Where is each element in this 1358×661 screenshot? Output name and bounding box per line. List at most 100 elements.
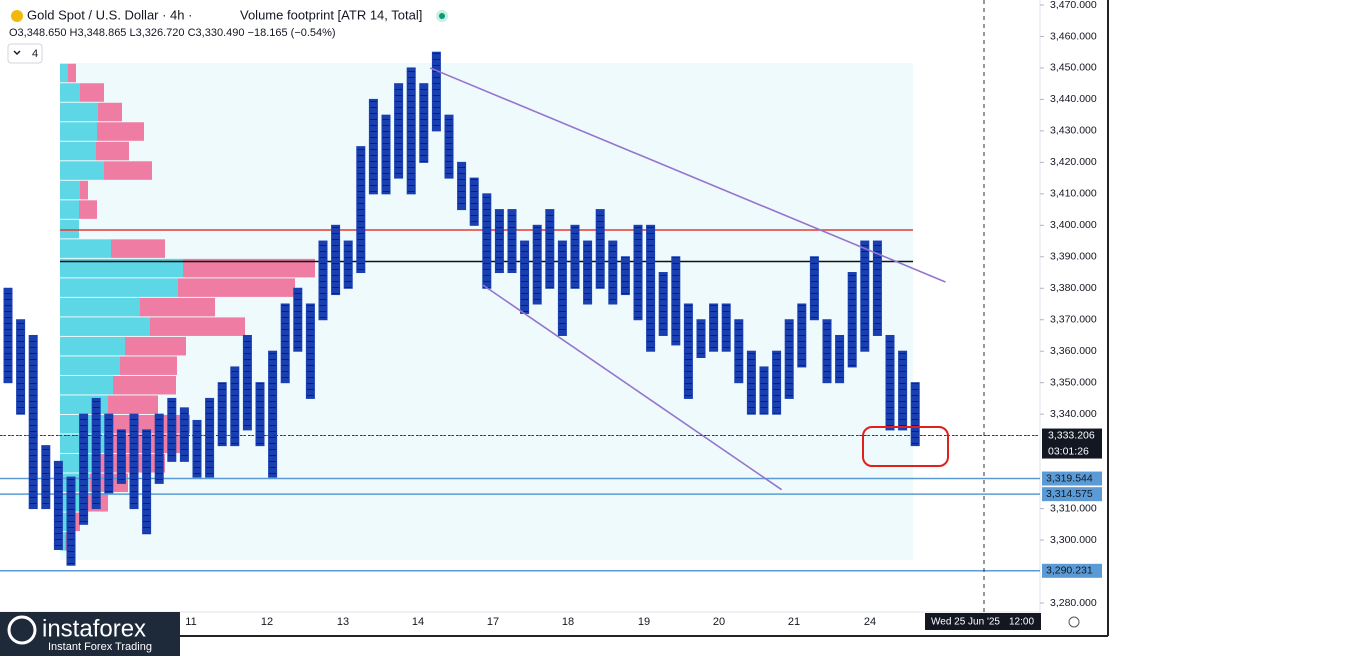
symbol-icon	[11, 10, 23, 22]
footprint-bar	[242, 334, 252, 431]
profile-buy	[60, 317, 150, 336]
y-tick-label: 3,280.000	[1050, 597, 1097, 609]
footprint-bar	[482, 193, 492, 289]
y-tick-label: 3,360.000	[1050, 345, 1097, 357]
footprint-bar	[671, 256, 681, 346]
x-tick-label: 11	[185, 616, 196, 628]
footprint-bar	[305, 303, 315, 399]
footprint-bar	[16, 319, 26, 415]
plot: 3,470.000 3,460.000 3,450.000 3,440.000 3,43…	[0, 0, 1097, 628]
profile-buy	[60, 336, 125, 356]
profile-buy	[60, 512, 70, 532]
footprint-bar	[154, 413, 164, 484]
footprint-bar	[658, 272, 668, 336]
profile-sell	[111, 239, 165, 258]
x-tick-label: 21	[788, 616, 800, 628]
footprint-bar	[772, 350, 782, 415]
footprint-bar	[79, 413, 89, 525]
profile-buy	[60, 83, 80, 102]
footprint-bar	[217, 382, 227, 447]
profile-sell	[104, 161, 152, 180]
footprint-bar	[28, 334, 38, 510]
settings-icon[interactable]	[1068, 616, 1080, 628]
profile-sell	[98, 102, 122, 122]
profile-buy	[60, 219, 79, 239]
profile-sell	[96, 141, 129, 161]
trend-line	[482, 284, 783, 491]
footprint-bar	[331, 224, 341, 296]
footprint-bar	[734, 319, 744, 384]
profile-buy	[60, 258, 183, 278]
footprint-bar	[847, 272, 857, 368]
footprint-bar	[142, 429, 152, 535]
y-tick-label: 3,300.000	[1050, 534, 1097, 546]
footprint-bar	[255, 382, 265, 447]
chevron	[13, 50, 21, 55]
footprint-bar	[280, 303, 290, 384]
footprint-bar	[431, 51, 441, 132]
level-label-box	[1042, 487, 1102, 502]
footprint-bar	[746, 350, 756, 415]
footprint-bar	[469, 177, 479, 226]
profile-sell	[140, 297, 215, 317]
footprint-bar	[646, 224, 656, 352]
interval-value: 4	[32, 48, 38, 60]
footprint-bar	[910, 382, 920, 447]
footprint-bar	[696, 319, 706, 359]
profile-sell	[108, 395, 158, 414]
profile-buy	[60, 297, 140, 317]
footprint-bar	[784, 319, 794, 399]
footprint-bar	[835, 334, 845, 384]
logo-sub: Instant Forex Trading	[48, 641, 152, 653]
footprint-bar	[520, 240, 530, 314]
footprint-bar	[872, 240, 882, 336]
logo-icon	[7, 615, 37, 645]
footprint-bar	[797, 303, 807, 368]
profile-buy	[60, 356, 120, 375]
profile-sell	[80, 180, 88, 200]
footprint-bar	[557, 240, 567, 336]
footprint-bar	[230, 366, 240, 447]
level-label: 3,319.544	[1046, 472, 1093, 484]
footprint-bar	[343, 240, 353, 289]
y-tick-label: 3,420.000	[1050, 156, 1097, 168]
footprint-bar	[129, 413, 139, 510]
footprint-bar	[583, 240, 593, 305]
profile-buy	[60, 200, 79, 219]
price-box	[1042, 428, 1102, 459]
interval-button[interactable]	[7, 43, 43, 64]
status-dot	[439, 13, 445, 19]
profile-sell	[183, 258, 315, 278]
footprint-bar	[205, 397, 215, 478]
crosshair-date: Wed 25 Jun '25	[931, 617, 1000, 628]
footprint-bar	[570, 224, 580, 289]
footprint-bar	[822, 319, 832, 384]
footprint-bar	[683, 303, 693, 399]
footprint-bar	[595, 209, 605, 289]
highlight-ring	[862, 426, 949, 467]
profile-buy	[60, 278, 178, 297]
footprint-bar	[356, 146, 366, 274]
footprint-bar	[368, 98, 378, 195]
footprint-bar	[406, 67, 416, 195]
profile-sell	[125, 336, 186, 356]
x-tick-label: 18	[562, 616, 574, 628]
y-tick-label: 3,350.000	[1050, 376, 1097, 388]
x-tick-label: 17	[487, 616, 499, 628]
symbol-title: Gold Spot / U.S. Dollar · 4h ·	[27, 7, 192, 22]
profile-sell	[68, 63, 76, 83]
footprint-bar	[53, 460, 63, 550]
indicator-name: Volume footprint [ATR 14, Total]	[240, 7, 422, 22]
footprint-bar	[444, 114, 454, 179]
footprint-bar	[116, 429, 126, 484]
y-tick-label: 3,440.000	[1050, 93, 1097, 105]
crosshair-time: 12:00	[1009, 617, 1034, 628]
footprint-bar	[759, 366, 769, 415]
profile-buy	[60, 375, 113, 395]
footprint-bar	[885, 334, 895, 431]
footprint-bar	[192, 419, 202, 478]
profile-sell	[120, 356, 177, 375]
x-tick-label: 12	[261, 616, 273, 628]
footprint-bar	[381, 114, 391, 195]
